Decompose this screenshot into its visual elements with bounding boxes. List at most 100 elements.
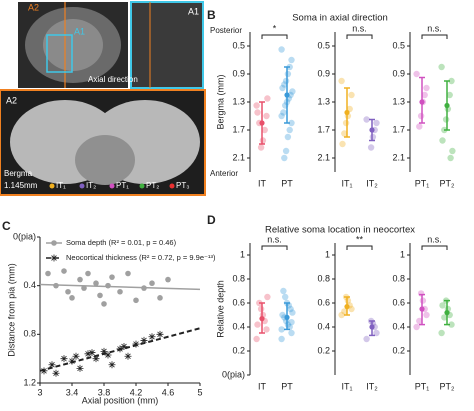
x-tick-label: 4.6: [162, 387, 175, 397]
x-tick-label: PT₁: [415, 381, 430, 391]
inset-box: [46, 34, 73, 73]
significance-bracket: [346, 34, 373, 39]
y-tick-label: 0.9: [317, 68, 330, 78]
data-point: [279, 84, 286, 92]
data-point: [259, 137, 267, 144]
legend-marker: [50, 254, 58, 262]
x-tick-label: 3.8: [98, 387, 111, 397]
data-point: [92, 355, 100, 363]
data-point: [446, 91, 453, 99]
data-point: [81, 285, 87, 291]
y-axis-label: Bergma (mm): [215, 74, 225, 129]
data-point: [288, 319, 295, 326]
x-tick-label: IT₂: [366, 178, 378, 188]
data-point: [348, 91, 355, 99]
data-point: [264, 95, 271, 102]
data-point: [278, 46, 285, 53]
data-point: [156, 330, 164, 338]
data-point: [254, 109, 261, 116]
y-tick-label: 2.1: [392, 152, 405, 162]
data-point: [416, 317, 423, 325]
significance-label: n.s.: [267, 234, 282, 244]
legend-label: IT₁: [56, 181, 66, 190]
data-point: [442, 116, 450, 123]
data-point: [263, 112, 270, 120]
data-point: [264, 293, 271, 301]
mean-point: [344, 109, 350, 116]
data-point: [85, 270, 91, 277]
y-tick-label: 1.2: [23, 377, 36, 387]
data-point: [157, 295, 163, 301]
x-tick-label: IT₁: [341, 178, 352, 188]
y-tick-label: 0.9: [232, 68, 245, 78]
data-point: [120, 343, 128, 350]
data-point: [263, 326, 270, 333]
mean-point: [284, 314, 290, 320]
y-tick-label: 2.1: [317, 152, 330, 162]
data-point: [278, 112, 285, 120]
x-tick-label: 3.4: [66, 387, 79, 397]
data-point: [438, 63, 445, 71]
x-tick-label: IT₁: [341, 381, 352, 391]
data-point: [61, 268, 67, 274]
mean-point: [344, 304, 350, 310]
data-point: [286, 323, 293, 331]
data-point: [421, 91, 428, 99]
data-point: [338, 77, 345, 85]
data-point: [52, 369, 60, 377]
data-point: [45, 270, 51, 277]
y-tick-label: 1.7: [232, 124, 245, 134]
significance-label: **: [356, 234, 364, 244]
panel-label: D: [207, 213, 216, 227]
y-axis-label: Relative depth: [215, 280, 225, 338]
data-point: [342, 119, 350, 127]
y-tick-label: 0.8: [392, 273, 405, 283]
x-tick-label: IT: [258, 381, 267, 391]
panel-a: A A2 A1 A1 Axial direction A2 Bergma 1.1…: [0, 1, 206, 196]
data-point: [284, 70, 292, 78]
data-point: [282, 147, 290, 155]
significance-label: n.s.: [427, 23, 442, 33]
data-point: [133, 297, 139, 304]
data-point: [88, 349, 96, 357]
x-tick-label: PT: [281, 381, 293, 391]
data-point: [373, 119, 380, 127]
legend: IT₁ IT₂ PT₁ PT₂ PT₃: [49, 181, 189, 190]
y-tick-label: 2.1: [232, 152, 245, 162]
data-point: [339, 140, 346, 148]
legend-swatch: [169, 183, 175, 189]
y-tick-label: 0.4: [23, 280, 36, 290]
data-point: [281, 154, 288, 162]
data-point: [281, 81, 288, 88]
data-point: [280, 287, 287, 295]
x-tick-label: IT: [258, 178, 267, 188]
data-point: [341, 308, 348, 315]
legend-label: Soma depth (R² = 0.01, p = 0.46): [66, 238, 177, 247]
y-tick-label: 0.4: [232, 321, 245, 331]
data-point: [140, 336, 148, 344]
legend-swatch: [109, 183, 115, 189]
data-point: [448, 321, 455, 328]
data-point: [282, 293, 289, 301]
x-tick-label: PT₂: [440, 381, 456, 391]
significance-label: n.s.: [352, 23, 367, 33]
y-tick-label: 1: [400, 249, 405, 259]
significance-bracket: [346, 245, 373, 250]
data-point: [93, 280, 99, 287]
y-tick-label: 0.5: [392, 40, 405, 50]
legend-swatch: [79, 183, 85, 189]
data-point: [289, 88, 296, 95]
x-axis-label: Axial position (mm): [82, 395, 159, 405]
data-point: [417, 112, 425, 120]
data-point: [76, 364, 84, 372]
data-point: [77, 276, 83, 283]
y-tick-label: 0.4: [392, 321, 405, 331]
data-point: [253, 102, 260, 109]
y-tick-label: 0(pia): [13, 231, 36, 241]
significance-bracket: [261, 245, 288, 250]
y-tick-label: 0.9: [392, 68, 405, 78]
data-point: [363, 335, 370, 343]
data-point: [100, 347, 108, 355]
data-point: [105, 282, 111, 289]
